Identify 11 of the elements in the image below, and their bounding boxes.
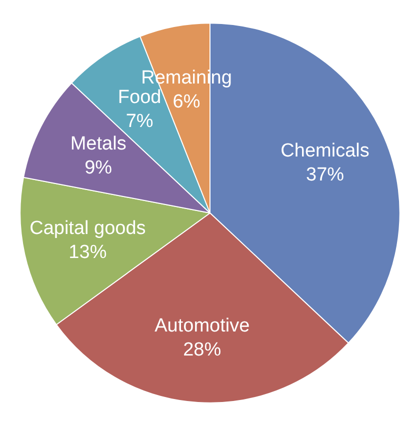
slice-label: Automotive bbox=[154, 316, 250, 337]
data-label: 28% bbox=[183, 340, 222, 361]
data-label: 6% bbox=[172, 91, 200, 112]
data-label: 13% bbox=[68, 242, 107, 263]
data-label: 9% bbox=[84, 158, 112, 179]
slice-label: Capital goods bbox=[30, 218, 146, 239]
slice-label: Chemicals bbox=[280, 140, 370, 162]
slice-label: Food bbox=[118, 86, 162, 108]
data-label: 7% bbox=[126, 110, 154, 132]
slice-label: Metals bbox=[70, 134, 126, 155]
data-label: 37% bbox=[306, 164, 344, 186]
